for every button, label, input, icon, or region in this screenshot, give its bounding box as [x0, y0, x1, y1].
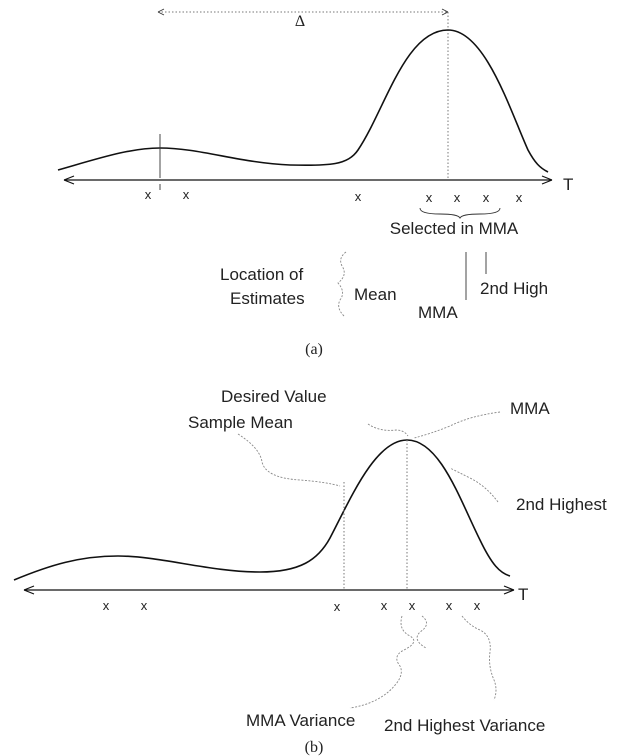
estimate-mark-b: x — [381, 598, 388, 613]
sample-mean-pointer — [237, 433, 341, 487]
second-highest-label: 2nd Highest — [516, 495, 607, 514]
delta-arrowheads — [157, 8, 449, 16]
estimate-mark-b: x — [141, 598, 148, 613]
estimate-mark-b: x — [409, 598, 416, 613]
delta-label: Δ — [295, 13, 305, 30]
caption-b: (b) — [305, 739, 324, 756]
estimate-mark-a: x — [183, 187, 190, 202]
second-high-label: 2nd High — [480, 279, 548, 298]
estimate-mark-b: x — [334, 599, 341, 614]
estimate-mark-a: x — [355, 189, 362, 204]
t-axis-label-a: T — [563, 175, 573, 194]
desired-value-label: Desired Value — [221, 387, 327, 406]
t-axis-label-b: T — [518, 585, 528, 604]
selected-in-mma-label: Selected in MMA — [390, 219, 519, 238]
estimate-mark-b: x — [446, 598, 453, 613]
estimate-mark-a: x — [483, 190, 490, 205]
distribution-curve-b — [13, 439, 511, 581]
mma-variance-label: MMA Variance — [246, 711, 355, 730]
mma-variance-pointer — [349, 615, 415, 709]
estimate-mark-a: x — [426, 190, 433, 205]
estimate-mark-b: x — [103, 598, 110, 613]
mma-label-b: MMA — [510, 399, 550, 418]
sample-mean-label: Sample Mean — [188, 413, 293, 432]
mma-pointer-b — [413, 411, 501, 439]
second-highest-pointer — [449, 467, 499, 503]
t-axis-arrows-b — [23, 585, 515, 595]
mean-label: Mean — [354, 285, 397, 304]
second-highest-variance-pointer — [461, 615, 497, 701]
estimate-mark-a: x — [145, 187, 152, 202]
desired-value-pointer — [367, 423, 409, 437]
location-label-line1: Location of — [220, 265, 303, 284]
location-label-line2: Estimates — [230, 289, 305, 308]
caption-a: (a) — [305, 341, 323, 358]
t-axis-arrows-a — [63, 175, 553, 185]
mma-variance-pointer-right — [416, 615, 427, 649]
estimate-mark-a: x — [454, 190, 461, 205]
distribution-curve-a — [57, 29, 549, 173]
location-brace — [337, 251, 347, 317]
selected-brace — [419, 207, 501, 220]
estimate-mark-a: x — [516, 190, 523, 205]
second-highest-variance-label: 2nd Highest Variance — [384, 716, 545, 735]
panel-b: Desired Value MMA Sample Mean 2nd Highes… — [13, 387, 607, 756]
estimate-mark-b: x — [474, 598, 481, 613]
panel-a: Δ T x x x x x x x Selected in MMA Locati… — [57, 8, 573, 358]
mma-label-a: MMA — [418, 303, 458, 322]
